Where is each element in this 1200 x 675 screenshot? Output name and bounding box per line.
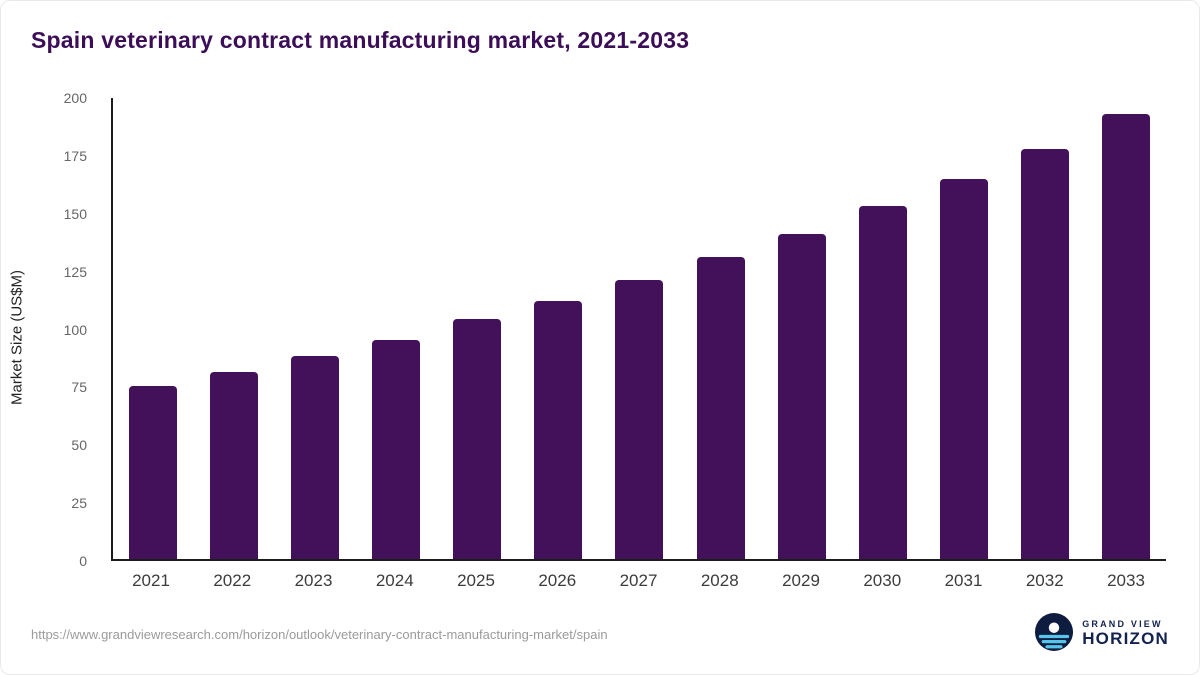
bar-2022 <box>210 372 259 559</box>
plot-area <box>111 98 1166 561</box>
x-tick-label: 2025 <box>457 571 495 590</box>
bar-2025 <box>453 319 502 559</box>
bar-2023 <box>291 356 340 559</box>
x-tick-label: 2031 <box>944 571 983 590</box>
chart-title: Spain veterinary contract manufacturing … <box>31 27 690 53</box>
x-tick-label: 2033 <box>1107 571 1145 590</box>
x-tick-label: 2021 <box>132 571 170 590</box>
bar-2031 <box>939 178 988 559</box>
brand-logo-text: GRAND VIEW HORIZON <box>1082 619 1169 649</box>
bars <box>113 98 1166 559</box>
x-axis-labels: 2021 2022 2023 2024 2025 2026 2027 2028 2029 2030… <box>111 571 1166 591</box>
bar-2026 <box>534 300 583 559</box>
bar-2032 <box>1020 148 1069 559</box>
x-tick-label: 2028 <box>700 571 739 590</box>
y-tick-label: 200 <box>63 90 87 106</box>
bar-2029 <box>777 234 826 559</box>
bar-2028 <box>696 257 745 559</box>
footer: https://www.grandviewresearch.com/horizo… <box>31 613 1169 656</box>
x-tick-label: 2032 <box>1025 571 1064 590</box>
x-tick-label: 2029 <box>782 571 820 590</box>
bar-2030 <box>858 206 907 559</box>
brand-name-bottom: HORIZON <box>1082 629 1169 649</box>
source-url: https://www.grandviewresearch.com/horizo… <box>31 627 608 642</box>
x-tick-label: 2022 <box>213 571 252 590</box>
y-tick-label: 125 <box>63 263 87 280</box>
y-axis-ticks: 0 25 50 75 100 125 150 175 200 <box>1 90 101 569</box>
horizon-sun-icon <box>1035 613 1074 656</box>
x-tick-label: 2026 <box>538 571 577 590</box>
y-tick-label: 75 <box>71 379 87 396</box>
y-tick-label: 100 <box>63 321 87 338</box>
x-tick-label: 2030 <box>863 571 902 590</box>
brand-name-top: GRAND VIEW <box>1082 619 1163 630</box>
bar-2033 <box>1101 114 1150 559</box>
y-tick-label: 0 <box>79 553 87 569</box>
y-tick-label: 150 <box>63 205 87 222</box>
bar-2021 <box>129 386 177 559</box>
y-tick-label: 50 <box>71 437 87 454</box>
bar-2024 <box>372 340 421 559</box>
y-tick-label: 175 <box>63 147 87 164</box>
x-tick-label: 2027 <box>619 571 658 590</box>
bar-2027 <box>615 280 664 559</box>
y-tick-label: 25 <box>71 495 87 512</box>
x-tick-label: 2023 <box>294 571 333 590</box>
x-tick-label: 2024 <box>375 571 414 590</box>
brand-logo: GRAND VIEW HORIZON <box>1035 613 1169 656</box>
